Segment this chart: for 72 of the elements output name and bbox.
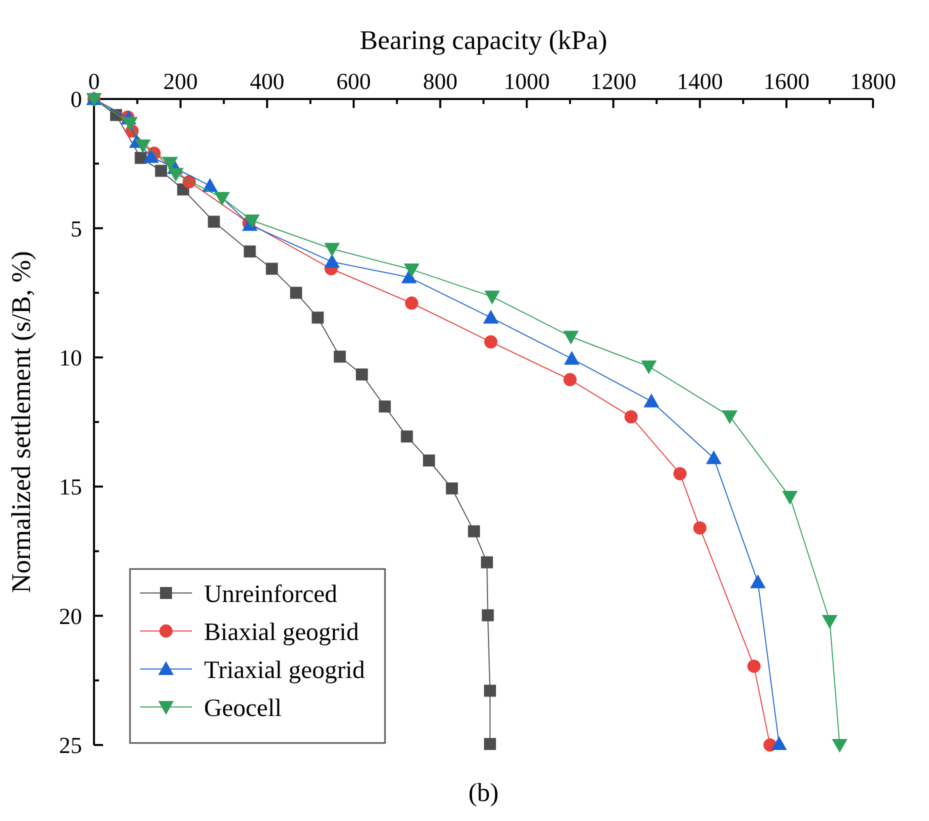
x-tick-label: 1200 xyxy=(590,69,636,94)
point xyxy=(482,609,494,622)
legend-label: Triaxial geogrid xyxy=(204,656,366,684)
x-axis-title: Bearing capacity (kPa) xyxy=(360,25,608,55)
point xyxy=(624,410,638,424)
point xyxy=(405,296,418,310)
point xyxy=(484,684,496,697)
legend-label: Unreinforced xyxy=(204,580,338,608)
x-tick-label: 1600 xyxy=(763,69,810,94)
point xyxy=(143,149,159,163)
point xyxy=(214,192,230,206)
x-tick-label: 0 xyxy=(88,69,100,94)
point xyxy=(747,660,761,673)
point xyxy=(356,368,368,380)
point xyxy=(446,482,458,494)
y-tick-label: 0 xyxy=(70,87,82,112)
point xyxy=(771,736,787,750)
point xyxy=(134,152,147,164)
point xyxy=(483,310,499,324)
point xyxy=(782,490,798,505)
x-tick-label: 200 xyxy=(163,69,198,94)
point xyxy=(422,454,435,466)
point xyxy=(168,168,184,182)
point xyxy=(644,394,660,408)
point xyxy=(750,574,766,588)
point xyxy=(266,262,278,275)
point xyxy=(334,350,346,363)
legend-label: Biaxial geogrid xyxy=(204,618,360,646)
point xyxy=(563,373,577,386)
point xyxy=(244,245,256,258)
point xyxy=(208,216,220,228)
y-tick-label: 25 xyxy=(59,733,82,758)
y-tick-label: 5 xyxy=(70,216,82,242)
point xyxy=(324,242,340,257)
point xyxy=(484,335,498,348)
x-tick-label: 1800 xyxy=(850,69,896,94)
point xyxy=(822,614,838,629)
point xyxy=(155,164,168,177)
point xyxy=(468,525,480,538)
y-tick-label: 20 xyxy=(59,604,82,629)
point xyxy=(324,254,340,268)
point xyxy=(202,178,218,192)
point xyxy=(244,214,260,228)
point xyxy=(290,286,302,299)
point xyxy=(312,312,324,324)
x-tick-label: 600 xyxy=(336,69,371,94)
point xyxy=(564,350,580,365)
y-tick-label: 15 xyxy=(59,474,82,500)
point xyxy=(400,430,413,442)
point xyxy=(484,738,496,750)
legend-label: Geocell xyxy=(204,694,282,722)
point xyxy=(706,450,722,464)
x-tick-label: 800 xyxy=(422,69,458,94)
point xyxy=(693,521,706,535)
point xyxy=(484,290,500,304)
point xyxy=(641,360,657,374)
y-tick-label: 10 xyxy=(59,345,82,370)
x-tick-label: 1400 xyxy=(676,69,723,94)
text: (b) xyxy=(468,778,499,807)
point xyxy=(401,269,417,284)
point xyxy=(135,140,151,154)
point xyxy=(563,330,579,345)
point xyxy=(122,117,138,131)
x-tick-label: 1000 xyxy=(504,69,550,94)
point xyxy=(378,400,391,412)
y-axis-title: Normalized settlement (s/B, %) xyxy=(6,251,36,593)
point xyxy=(480,556,493,568)
point xyxy=(722,410,738,424)
point xyxy=(832,739,848,753)
point xyxy=(673,467,687,480)
point xyxy=(404,264,420,278)
x-tick-label: 400 xyxy=(250,69,284,94)
